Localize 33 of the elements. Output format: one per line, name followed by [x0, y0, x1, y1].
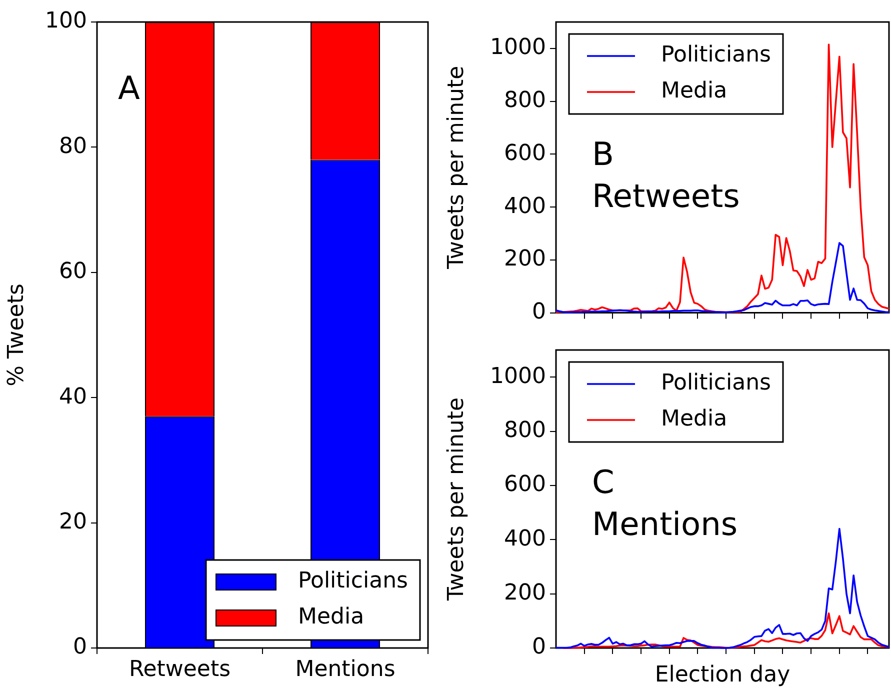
- x-axis-title: Election day: [654, 662, 790, 688]
- text: A: [118, 69, 140, 107]
- y-tick-label: 800: [504, 88, 546, 114]
- y-axis-title: % Tweets: [4, 284, 29, 386]
- y-tick-label: 0: [532, 634, 546, 660]
- y-tick-label: 20: [59, 510, 87, 535]
- annotation: Retweets: [592, 177, 740, 215]
- y-tick-label: 1000: [490, 35, 546, 60]
- annotation: C: [592, 463, 614, 501]
- y-tick-label: 400: [504, 194, 546, 219]
- y-axis-title: Tweets per minute: [444, 397, 469, 602]
- legend-label: Politicians: [298, 568, 408, 594]
- y-tick-label: 400: [504, 526, 546, 552]
- y-tick-label: 600: [504, 140, 546, 166]
- y-tick-label: 100: [45, 8, 87, 34]
- y-tick-label: 80: [59, 134, 87, 159]
- y-tick-label: 60: [59, 259, 87, 284]
- y-tick-label: 200: [504, 246, 546, 272]
- y-axis-title: Tweets per minute: [444, 66, 469, 270]
- y-tick-label: 0: [532, 300, 546, 325]
- y-tick-label: 1000: [490, 364, 546, 389]
- y-tick-label: 200: [504, 580, 546, 606]
- annotation: Mentions: [592, 505, 738, 543]
- y-tick-label: 40: [59, 384, 87, 410]
- y-tick-label: 0: [73, 634, 87, 660]
- legend-label: Politicians: [661, 42, 771, 68]
- legend-label: Media: [661, 78, 728, 104]
- y-tick-label: 600: [504, 472, 546, 498]
- legend-label: Media: [298, 604, 364, 630]
- y-tick-label: 800: [504, 418, 546, 443]
- legend-label: Politicians: [661, 370, 771, 396]
- annotation: B: [592, 135, 614, 173]
- legend-label: Media: [661, 406, 728, 432]
